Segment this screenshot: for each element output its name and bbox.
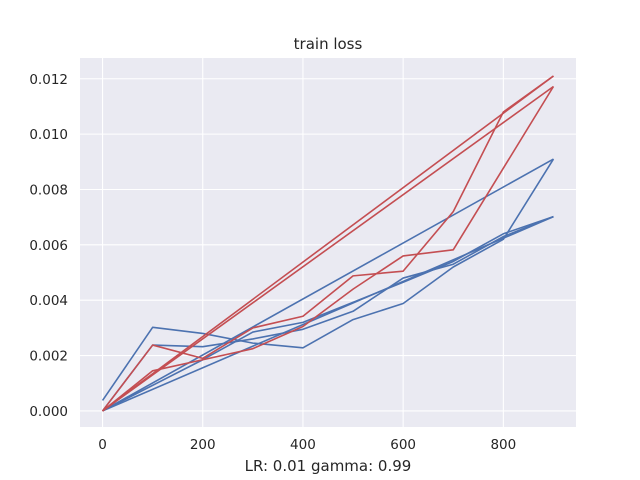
x-tick-label: 200 bbox=[190, 437, 216, 453]
grid-lines bbox=[80, 58, 576, 427]
y-tick-label: 0.012 bbox=[29, 72, 68, 88]
series-line-red-8 bbox=[102, 85, 554, 412]
y-tick-label: 0.004 bbox=[29, 293, 68, 309]
x-tick-label: 400 bbox=[290, 437, 316, 453]
y-tick-label: 0.002 bbox=[29, 349, 68, 365]
series-line-blue-0 bbox=[101, 158, 555, 401]
y-tick-label: 0.000 bbox=[29, 404, 68, 420]
x-axis-label: LR: 0.01 gamma: 0.99 bbox=[245, 457, 412, 475]
series-line-red-7 bbox=[102, 75, 554, 412]
series-line-blue-4 bbox=[102, 215, 554, 412]
series-lines bbox=[101, 75, 555, 412]
y-tick-labels: 0.000 0.002 0.004 0.006 0.008 0.010 0.012 bbox=[29, 72, 68, 420]
x-tick-labels: 0 200 400 600 800 bbox=[98, 437, 516, 453]
series-line-blue-3 bbox=[102, 158, 554, 412]
y-tick-label: 0.010 bbox=[29, 127, 68, 143]
series-line-blue-1 bbox=[101, 215, 554, 412]
x-tick-label: 600 bbox=[390, 437, 416, 453]
x-tick-label: 0 bbox=[98, 437, 107, 453]
y-tick-label: 0.006 bbox=[29, 238, 68, 254]
series-line-red-5 bbox=[101, 75, 554, 412]
y-tick-label: 0.008 bbox=[29, 182, 68, 198]
chart-title: train loss bbox=[294, 35, 363, 53]
x-tick-label: 800 bbox=[490, 437, 516, 453]
series-line-red-6 bbox=[102, 86, 555, 412]
